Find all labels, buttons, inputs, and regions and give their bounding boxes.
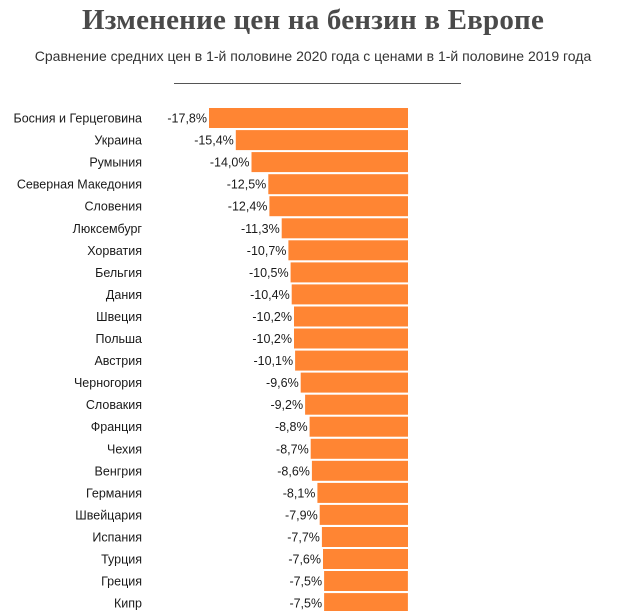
- value-label: -8,8%: [275, 420, 308, 434]
- value-label: -10,2%: [252, 310, 292, 324]
- category-label: Украина: [94, 134, 142, 148]
- value-label: -9,6%: [266, 376, 299, 390]
- value-label: -17,8%: [167, 112, 207, 126]
- value-label: -9,2%: [270, 398, 303, 412]
- category-label: Дания: [106, 288, 142, 302]
- title-divider: [174, 83, 461, 84]
- category-label: Словакия: [86, 398, 142, 412]
- value-label: -8,1%: [283, 486, 316, 500]
- bar: [324, 571, 408, 591]
- category-label: Кипр: [114, 597, 142, 611]
- bar: [311, 460, 408, 481]
- value-label: -10,5%: [249, 266, 289, 280]
- category-label: Турция: [101, 553, 142, 567]
- bar: [251, 152, 408, 173]
- category-label: Люксембург: [73, 222, 143, 236]
- value-label: -7,7%: [287, 531, 320, 545]
- bar: [309, 416, 408, 437]
- bar: [209, 108, 408, 128]
- category-label: Швеция: [96, 310, 142, 324]
- chart-title: Изменение цен на бензин в Европе: [81, 4, 545, 36]
- value-label: -12,4%: [228, 200, 268, 214]
- value-label: -10,7%: [247, 244, 287, 258]
- value-label: -8,7%: [276, 442, 309, 456]
- category-label: Бельгия: [95, 266, 142, 280]
- bar: [317, 482, 408, 503]
- category-label: Черногория: [74, 376, 142, 390]
- category-label: Словения: [84, 200, 142, 214]
- value-label: -7,9%: [285, 508, 318, 522]
- bar: [305, 394, 408, 415]
- bar: [290, 262, 408, 283]
- bar: [310, 438, 408, 459]
- category-label: Польша: [96, 332, 142, 346]
- value-label: -10,2%: [252, 332, 292, 346]
- value-label: -14,0%: [210, 156, 250, 170]
- bar: [269, 196, 408, 217]
- category-label: Босния и Герцеговина: [13, 112, 142, 126]
- bar: [268, 174, 409, 195]
- value-label: -15,4%: [194, 134, 234, 148]
- bar: [323, 549, 408, 569]
- category-label: Германия: [86, 486, 142, 500]
- value-label: -10,1%: [253, 354, 293, 368]
- bar: [294, 306, 408, 327]
- bar: [235, 130, 408, 151]
- category-label: Австрия: [94, 354, 142, 368]
- bar: [294, 328, 408, 349]
- value-label: -7,5%: [289, 597, 322, 611]
- bar: [288, 240, 408, 261]
- bar: [291, 284, 408, 305]
- category-label: Франция: [91, 420, 142, 434]
- value-label: -10,4%: [250, 288, 290, 302]
- bar: [319, 504, 408, 525]
- value-label: -7,6%: [288, 553, 321, 567]
- category-label: Северная Македония: [17, 178, 142, 192]
- value-label: -7,5%: [289, 575, 322, 589]
- bar: [281, 218, 408, 239]
- bar: [321, 527, 408, 547]
- bar: [300, 372, 408, 393]
- chart-subtitle: Сравнение средних цен в 1-й половине 202…: [34, 48, 592, 64]
- value-label: -11,3%: [241, 222, 280, 236]
- value-label: -12,5%: [227, 178, 267, 192]
- category-label: Греция: [101, 575, 142, 589]
- bar: [324, 593, 408, 611]
- bar: [295, 350, 408, 371]
- value-label: -8,6%: [277, 464, 310, 478]
- category-label: Испания: [92, 531, 142, 545]
- category-label: Швейцария: [75, 508, 142, 522]
- category-label: Хорватия: [87, 244, 142, 258]
- category-label: Чехия: [107, 442, 142, 456]
- category-label: Румыния: [89, 156, 142, 170]
- category-label: Венгрия: [95, 464, 142, 478]
